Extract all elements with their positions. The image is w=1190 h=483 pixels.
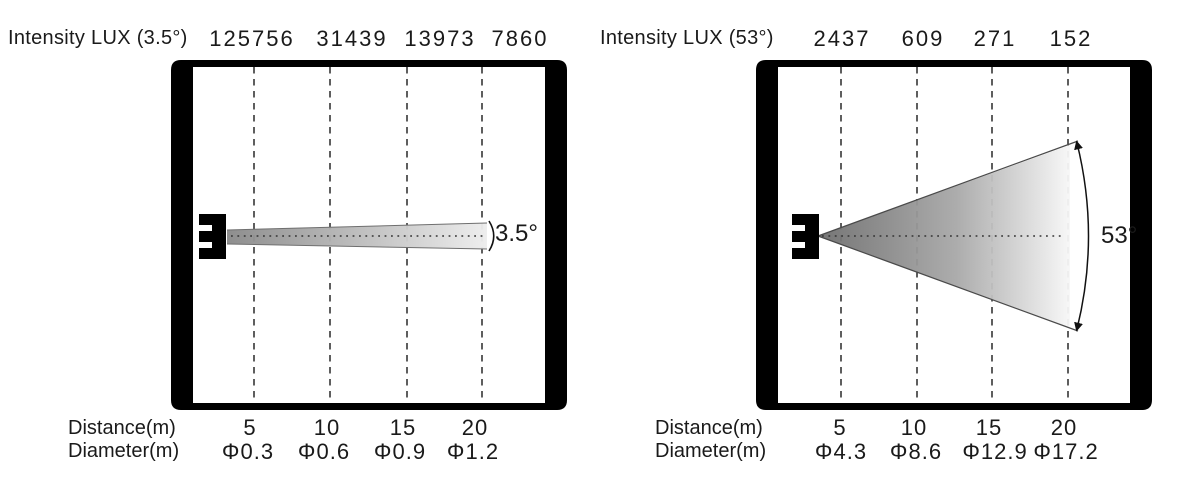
diameter-value: Φ12.9 bbox=[962, 439, 1028, 464]
beam-edge-bottom bbox=[817, 235, 1079, 332]
diameter-value: Φ4.3 bbox=[814, 439, 868, 464]
diameter-value: Φ0.6 bbox=[297, 439, 351, 464]
diameter-value: Φ17.2 bbox=[1033, 439, 1099, 464]
distance-value: 5 bbox=[833, 415, 847, 440]
beam-angle-label: 53° bbox=[1101, 222, 1138, 249]
beam-angle-arc bbox=[1074, 140, 1090, 332]
diameter-value: Φ0.3 bbox=[221, 439, 275, 464]
beam-edge-top bbox=[817, 140, 1079, 237]
intensity-value: 31439 bbox=[316, 26, 388, 51]
intensity-value: 125756 bbox=[209, 26, 295, 51]
wide-beam-diagram bbox=[756, 60, 1152, 410]
diameter-value: Φ1.2 bbox=[446, 439, 500, 464]
diameter-axis-label: Diameter(m) bbox=[68, 440, 180, 462]
beam-cone bbox=[227, 223, 487, 249]
intensity-value: 271 bbox=[973, 26, 1017, 51]
intensity-value: 13973 bbox=[404, 26, 476, 51]
beam-edge-top bbox=[226, 222, 488, 231]
distance-axis-label: Distance(m) bbox=[68, 417, 176, 439]
intensity-value: 2437 bbox=[813, 26, 871, 51]
distance-value: 15 bbox=[389, 415, 417, 440]
intensity-value: 7860 bbox=[491, 26, 549, 51]
diameter-value: Φ0.9 bbox=[373, 439, 427, 464]
distance-axis-label: Distance(m) bbox=[655, 417, 763, 439]
diameter-value: Φ8.6 bbox=[889, 439, 943, 464]
distance-value: 5 bbox=[243, 415, 257, 440]
diameter-axis-label: Diameter(m) bbox=[655, 440, 767, 462]
distance-value: 20 bbox=[1050, 415, 1078, 440]
beam-edge-bottom bbox=[226, 243, 488, 250]
narrow-beam-diagram bbox=[171, 60, 567, 410]
right-diagram-title: Intensity LUX (53°) bbox=[600, 27, 774, 49]
distance-value: 10 bbox=[313, 415, 341, 440]
left-diagram-title: Intensity LUX (3.5°) bbox=[8, 27, 188, 49]
light-fixture-icon bbox=[792, 214, 819, 259]
beam-angle-arc bbox=[488, 220, 495, 252]
light-fixture-icon bbox=[199, 214, 226, 259]
distance-value: 15 bbox=[975, 415, 1003, 440]
intensity-value: 152 bbox=[1049, 26, 1093, 51]
beam-angle-label: 3.5° bbox=[495, 220, 538, 247]
intensity-value: 609 bbox=[901, 26, 945, 51]
distance-value: 20 bbox=[461, 415, 489, 440]
distance-value: 10 bbox=[900, 415, 928, 440]
